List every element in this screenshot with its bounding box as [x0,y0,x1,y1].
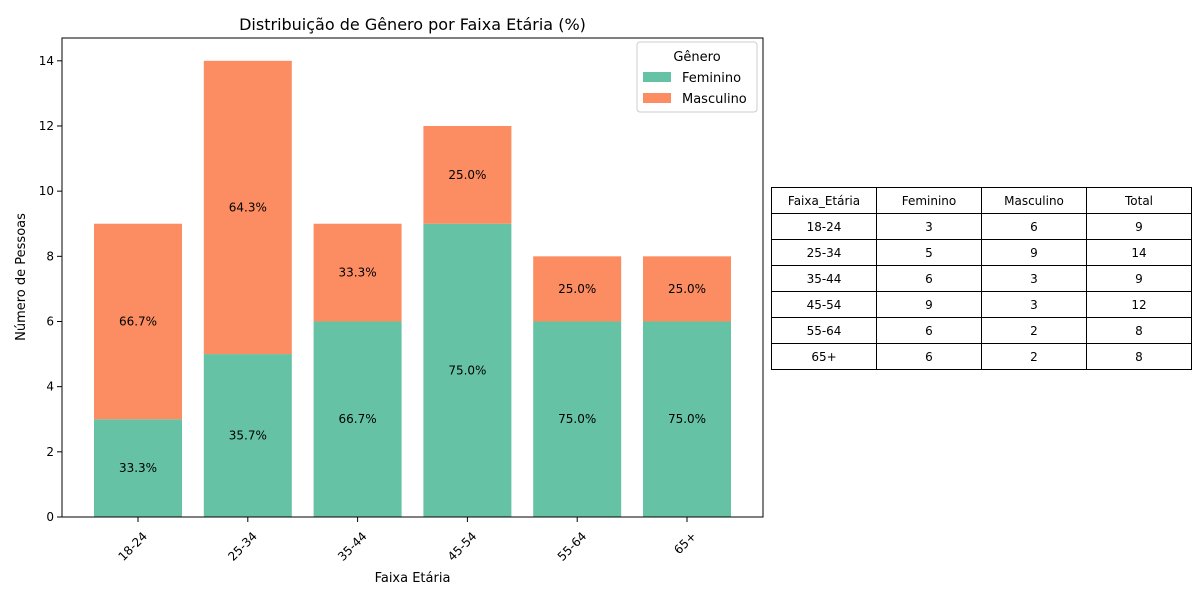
chart-title: Distribuição de Gênero por Faixa Etária … [239,15,586,34]
legend-label-feminino: Feminino [682,71,741,86]
table-row: 45-54 9 3 12 [771,291,1192,318]
x-tick-label: 65+ [671,529,699,557]
table-header-cell: Total [1086,187,1192,214]
table-cell: 45-54 [771,291,877,318]
table-cell: 6 [876,317,982,344]
x-axis-title: Faixa Etária [375,571,451,586]
legend-label-masculino: Masculino [682,92,747,107]
plot-frame [61,37,764,518]
table-cell: 8 [1086,343,1192,370]
table-cell: 14 [1086,239,1192,266]
table-cell: 3 [981,265,1087,292]
y-tick-label: 6 [46,314,54,328]
bar-label: 75.0% [448,363,486,377]
x-tick-label: 18-24 [116,529,151,564]
bar-label: 75.0% [558,412,596,426]
table-cell: 9 [876,291,982,318]
x-tick-label: 25-34 [225,529,260,564]
table-cell: 65+ [771,343,877,370]
table-header-cell: Faixa_Etária [771,187,877,214]
y-tick-label: 0 [46,510,54,524]
bar-feminino-18-24 [94,419,182,517]
table-cell: 12 [1086,291,1192,318]
bar-masculino-45-54 [423,125,512,224]
table-row: 25-34 5 9 14 [771,239,1192,266]
y-tick-label: 8 [46,249,54,263]
bar-label: 66.7% [339,412,377,426]
bar-label: 66.7% [119,314,157,328]
bar-label: 64.3% [229,200,267,214]
y-tick-label: 2 [46,445,54,459]
summary-table: Faixa_Etária Feminino Masculino Total 18… [771,187,1192,370]
table-cell: 5 [876,239,982,266]
table-cell: 6 [876,343,982,370]
table-cell: 9 [1086,213,1192,240]
x-tick-label: 45-54 [445,529,480,564]
y-tick-label: 10 [39,184,54,198]
x-tick-label: 35-44 [335,529,370,564]
bar-masculino-55-64 [533,256,622,322]
bar-label: 25.0% [668,282,706,296]
table-cell: 35-44 [771,265,877,292]
y-tick-label: 12 [39,119,54,133]
x-tick-label: 55-64 [555,529,590,564]
table-cell: 3 [876,213,982,240]
table-cell: 2 [981,317,1087,344]
legend-swatch-feminino [643,72,671,82]
bar-masculino-25-34 [203,60,292,355]
x-axis: 18-24 25-34 35-44 45-54 55-64 65+ [116,517,699,564]
legend-title: Gênero [673,50,720,65]
bar-feminino-65+ [643,321,731,517]
table-cell: 3 [981,291,1087,318]
bar-feminino-45-54 [423,223,512,518]
table-header-row: Faixa_Etária Feminino Masculino Total [771,187,1192,214]
y-axis-title: Número de Pessoas [14,213,29,341]
y-tick-label: 14 [39,54,54,68]
table-cell: 6 [876,265,982,292]
y-tick-label: 4 [46,380,54,394]
bar-label: 33.3% [119,461,157,475]
bar-label: 35.7% [229,429,267,443]
table-header-cell: Masculino [981,187,1087,214]
bar-label: 33.3% [339,266,377,280]
table-header-cell: Feminino [876,187,982,214]
table-cell: 18-24 [771,213,877,240]
table-cell: 2 [981,343,1087,370]
table-row: 18-24 3 6 9 [771,213,1192,240]
bar-masculino-65+ [643,256,731,322]
bar-labels-group: 33.3% 66.7% 35.7% 64.3% 66.7% 33.3% 75.0% 25.0%… [119,168,706,475]
bar-label: 75.0% [668,412,706,426]
bar-feminino-35-44 [313,321,402,517]
table-row: 35-44 6 3 9 [771,265,1192,292]
legend-swatch-masculino [643,93,671,103]
table-row: 55-64 6 2 8 [771,317,1192,344]
table-cell: 6 [981,213,1087,240]
bar-feminino-25-34 [203,354,292,517]
bar-masculino-35-44 [313,223,402,322]
bar-label: 25.0% [448,168,486,182]
y-axis: 0 2 4 6 8 10 12 14 [39,54,62,524]
table-cell: 9 [1086,265,1192,292]
table-cell: 8 [1086,317,1192,344]
bar-feminino-55-64 [533,321,622,517]
bar-label: 25.0% [558,282,596,296]
table-cell: 9 [981,239,1087,266]
bars-group [94,60,731,518]
table-row: 65+ 6 2 8 [771,343,1192,370]
bar-masculino-18-24 [94,223,182,420]
table-cell: 25-34 [771,239,877,266]
table-cell: 55-64 [771,317,877,344]
legend: Gênero Feminino Masculino [636,41,758,113]
